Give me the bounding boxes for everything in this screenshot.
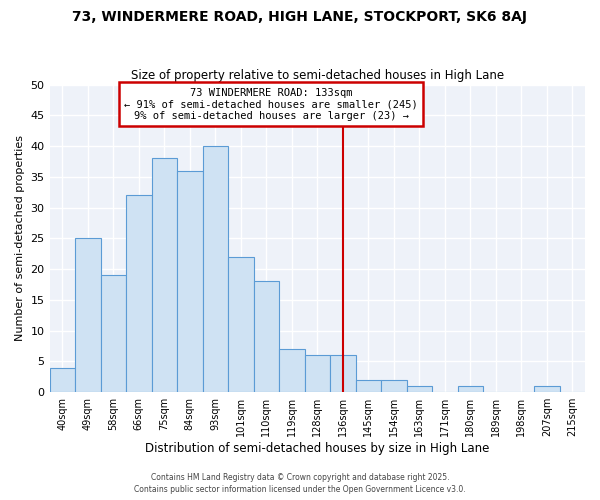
X-axis label: Distribution of semi-detached houses by size in High Lane: Distribution of semi-detached houses by …	[145, 442, 490, 455]
Bar	[279, 349, 305, 392]
Bar	[356, 380, 381, 392]
Bar	[152, 158, 177, 392]
Bar	[50, 368, 75, 392]
Bar	[101, 276, 126, 392]
Bar	[126, 196, 152, 392]
Y-axis label: Number of semi-detached properties: Number of semi-detached properties	[15, 136, 25, 342]
Bar	[177, 170, 203, 392]
Text: 73 WINDERMERE ROAD: 133sqm
← 91% of semi-detached houses are smaller (245)
9% of: 73 WINDERMERE ROAD: 133sqm ← 91% of semi…	[124, 88, 418, 121]
Bar	[228, 257, 254, 392]
Bar	[381, 380, 407, 392]
Bar	[203, 146, 228, 392]
Bar	[407, 386, 432, 392]
Bar	[75, 238, 101, 392]
Text: 73, WINDERMERE ROAD, HIGH LANE, STOCKPORT, SK6 8AJ: 73, WINDERMERE ROAD, HIGH LANE, STOCKPOR…	[73, 10, 527, 24]
Bar	[534, 386, 560, 392]
Text: Contains HM Land Registry data © Crown copyright and database right 2025.
Contai: Contains HM Land Registry data © Crown c…	[134, 472, 466, 494]
Bar	[305, 356, 330, 392]
Bar	[330, 356, 356, 392]
Bar	[458, 386, 483, 392]
Bar	[254, 282, 279, 392]
Title: Size of property relative to semi-detached houses in High Lane: Size of property relative to semi-detach…	[131, 69, 504, 82]
